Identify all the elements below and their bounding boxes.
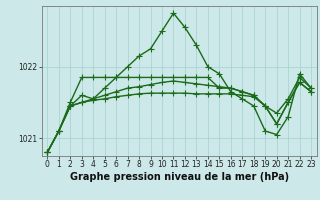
X-axis label: Graphe pression niveau de la mer (hPa): Graphe pression niveau de la mer (hPa) <box>70 172 289 182</box>
